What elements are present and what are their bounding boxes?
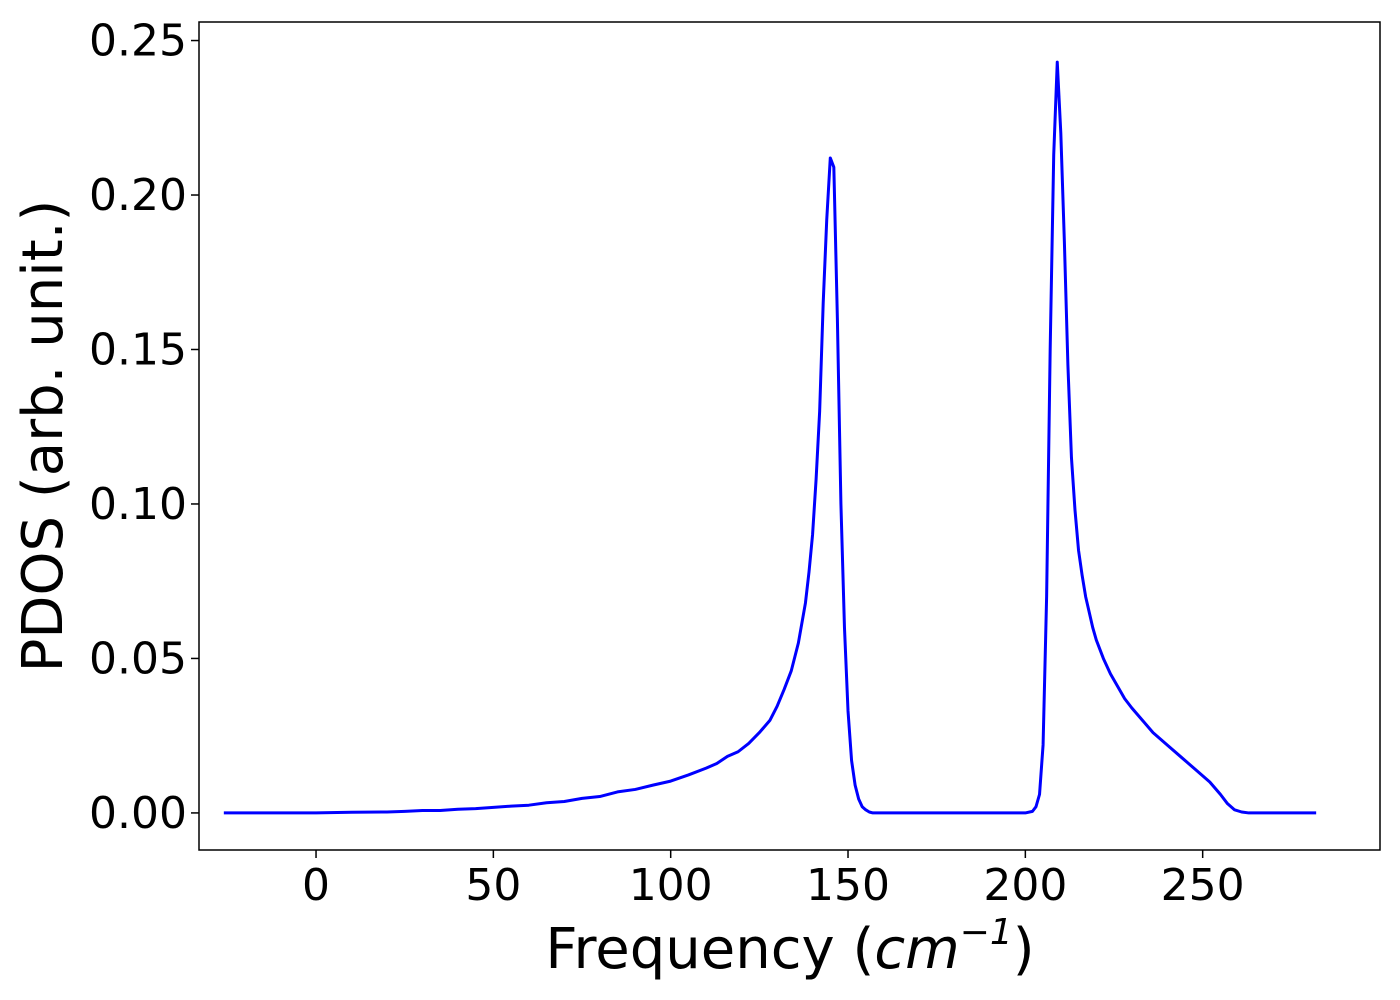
x-tick-label: 100 [629, 860, 713, 911]
y-tick-label: 0.05 [89, 633, 187, 684]
x-tick-label: 0 [302, 860, 330, 911]
y-tick-label: 0.15 [89, 324, 187, 375]
x-tick-label: 200 [983, 860, 1067, 911]
x-axis-label-exponent: −1 [960, 912, 1013, 953]
x-axis-label-prefix: Frequency ( [545, 917, 874, 982]
y-tick-label: 0.20 [89, 170, 187, 221]
x-axis-label: Frequency (cm−1) [545, 912, 1034, 982]
y-tick-label: 0.25 [89, 16, 187, 67]
x-tick-label: 250 [1161, 860, 1245, 911]
series-layer [223, 60, 1317, 815]
y-tick-label: 0.10 [89, 479, 187, 530]
y-axis-label: PDOS (arb. unit.) [11, 200, 76, 673]
series-line-0 [223, 60, 1317, 815]
y-tick-label: 0.00 [89, 788, 187, 839]
x-axis-ticks: 0 50 100 150 200 250 [302, 850, 1245, 911]
x-axis-label-unit: cm [874, 917, 959, 982]
plot-frame [198, 21, 1381, 851]
x-tick-label: 50 [465, 860, 521, 911]
x-axis-label-suffix: ) [1013, 917, 1035, 982]
x-tick-label: 150 [806, 860, 890, 911]
y-axis-ticks: 0.00 0.05 0.10 0.15 0.20 0.25 [89, 16, 199, 839]
